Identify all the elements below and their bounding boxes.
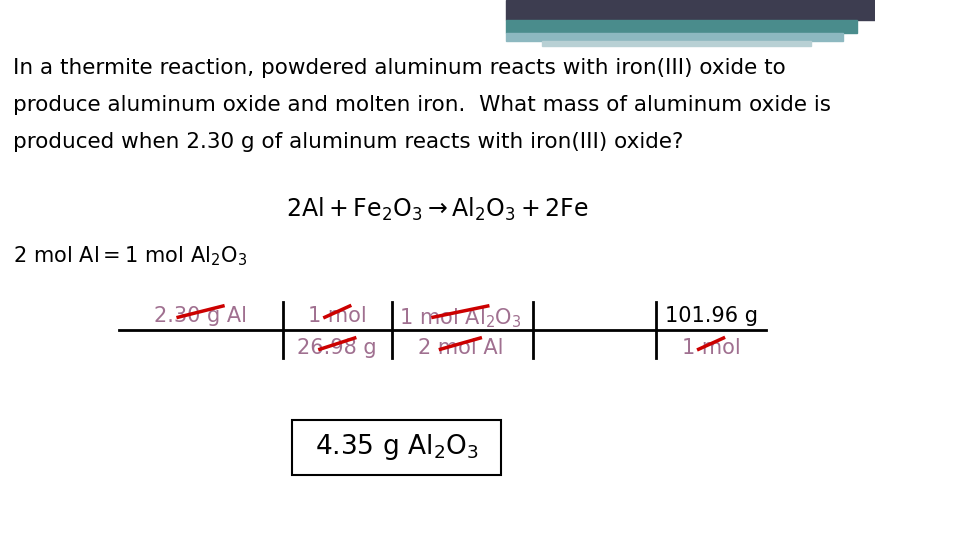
Text: $\mathregular{2Al + Fe_2O_3 \rightarrow Al_2O_3 + 2Fe}$: $\mathregular{2Al + Fe_2O_3 \rightarrow … xyxy=(286,196,588,223)
Bar xyxy=(506,20,857,33)
Text: produce aluminum oxide and molten iron.  What mass of aluminum oxide is: produce aluminum oxide and molten iron. … xyxy=(12,95,830,115)
Text: 1 mol: 1 mol xyxy=(308,306,367,326)
Text: 101.96 g: 101.96 g xyxy=(664,306,757,326)
Text: In a thermite reaction, powdered aluminum reacts with iron(III) oxide to: In a thermite reaction, powdered aluminu… xyxy=(12,58,785,78)
Text: produced when 2.30 g of aluminum reacts with iron(III) oxide?: produced when 2.30 g of aluminum reacts … xyxy=(12,132,684,152)
Text: 26.98 g: 26.98 g xyxy=(298,338,377,358)
Bar xyxy=(292,420,501,475)
Bar xyxy=(506,33,843,41)
Text: $\mathregular{4.35\ g\ Al_2O_3}$: $\mathregular{4.35\ g\ Al_2O_3}$ xyxy=(315,433,478,462)
Text: $\mathregular{1\ mol\ Al_2O_3}$: $\mathregular{1\ mol\ Al_2O_3}$ xyxy=(399,306,521,329)
Bar xyxy=(506,0,876,20)
Text: 2.30 g Al: 2.30 g Al xyxy=(154,306,247,326)
Text: 1 mol: 1 mol xyxy=(682,338,740,358)
Text: 2 mol Al: 2 mol Al xyxy=(418,338,503,358)
Text: $\mathregular{2\ mol\ Al = 1\ mol\ Al_2O_3}$: $\mathregular{2\ mol\ Al = 1\ mol\ Al_2O… xyxy=(12,244,247,268)
Bar xyxy=(542,41,811,46)
